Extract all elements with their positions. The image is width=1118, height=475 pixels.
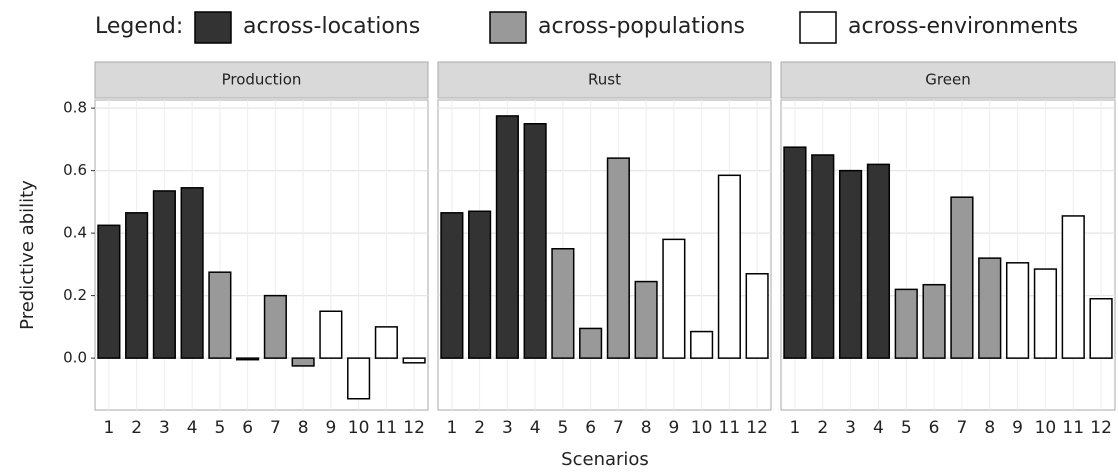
bar <box>152 190 176 359</box>
bar <box>291 357 315 367</box>
x-tick-label: 2 <box>131 418 142 438</box>
x-tick-label: 5 <box>557 418 568 438</box>
bar <box>894 288 918 359</box>
bar <box>374 326 398 359</box>
bar <box>1033 268 1058 359</box>
legend-label: across-locations <box>243 14 420 39</box>
x-tick-label: 11 <box>719 418 741 438</box>
x-tick-label: 11 <box>376 418 398 438</box>
x-tick-label: 9 <box>325 418 336 438</box>
bar <box>1061 215 1085 359</box>
bar <box>978 257 1002 359</box>
x-tick-label: 12 <box>746 418 768 438</box>
bar <box>263 294 287 359</box>
legend-swatch <box>489 11 527 44</box>
x-tick-label: 8 <box>984 418 995 438</box>
legend-swatch <box>799 11 837 44</box>
y-tick-label: 0.0 <box>63 349 87 367</box>
x-tick-label: 1 <box>446 418 457 438</box>
strip <box>94 61 429 99</box>
x-tick-label: 6 <box>585 418 596 438</box>
legend-swatch <box>194 11 232 44</box>
x-tick-label: 2 <box>817 418 828 438</box>
bar <box>811 154 835 359</box>
x-tick-label: 5 <box>214 418 225 438</box>
bar <box>236 357 260 361</box>
x-tick-label: 6 <box>929 418 940 438</box>
x-tick-label: 10 <box>348 418 370 438</box>
x-tick-label: 8 <box>641 418 652 438</box>
bar <box>579 327 603 359</box>
bar <box>950 196 974 359</box>
bar <box>922 283 946 359</box>
x-tick-label: 7 <box>613 418 624 438</box>
bar <box>662 238 686 359</box>
strip <box>437 61 772 99</box>
bar <box>347 357 371 400</box>
bar <box>634 280 658 359</box>
y-tick-label: 0.6 <box>63 161 87 179</box>
x-tick-label: 6 <box>242 418 253 438</box>
x-tick-label: 9 <box>1012 418 1023 438</box>
bar <box>745 273 769 359</box>
bar <box>402 357 426 364</box>
bar <box>125 212 149 359</box>
bar <box>440 212 464 359</box>
bar <box>208 271 232 359</box>
bar <box>717 174 741 359</box>
y-tick-label: 0.8 <box>63 99 87 117</box>
x-tick-label: 4 <box>873 418 884 438</box>
x-tick-label: 3 <box>845 418 856 438</box>
bar <box>606 157 630 359</box>
bar <box>1005 262 1030 359</box>
legend-title: Legend: <box>95 14 183 39</box>
x-tick-label: 1 <box>103 418 114 438</box>
bar <box>551 248 575 359</box>
strip <box>780 61 1116 99</box>
x-tick-label: 3 <box>159 418 170 438</box>
x-tick-label: 9 <box>668 418 679 438</box>
bar <box>783 146 807 359</box>
x-tick-label: 10 <box>691 418 713 438</box>
x-tick-label: 12 <box>1090 418 1112 438</box>
bar <box>866 163 891 359</box>
x-tick-label: 7 <box>270 418 281 438</box>
bar <box>319 310 343 359</box>
x-tick-label: 12 <box>403 418 425 438</box>
x-tick-label: 11 <box>1062 418 1084 438</box>
x-tick-label: 7 <box>957 418 968 438</box>
legend-label: across-populations <box>538 14 745 39</box>
bar <box>690 330 714 359</box>
x-tick-label: 10 <box>1035 418 1057 438</box>
y-tick-label: 0.4 <box>63 224 87 242</box>
facet-title: Production <box>222 71 302 89</box>
bar <box>468 210 492 359</box>
bar <box>97 224 121 359</box>
x-tick-label: 4 <box>187 418 198 438</box>
bar <box>1089 298 1113 359</box>
y-axis-label: Predictive ability <box>17 180 38 330</box>
bar <box>523 123 547 359</box>
y-tick-label: 0.2 <box>63 286 87 304</box>
x-tick-label: 3 <box>502 418 513 438</box>
x-tick-label: 8 <box>298 418 309 438</box>
bar <box>838 169 863 359</box>
bar <box>495 115 519 359</box>
x-tick-label: 1 <box>790 418 801 438</box>
legend-label: across-environments <box>848 14 1078 39</box>
x-axis-label: Scenarios <box>561 449 649 470</box>
facet-title: Green <box>925 71 970 89</box>
x-tick-label: 5 <box>901 418 912 438</box>
facet-title: Rust <box>588 71 621 89</box>
bar <box>180 187 204 359</box>
x-tick-label: 4 <box>530 418 541 438</box>
x-tick-label: 2 <box>474 418 485 438</box>
